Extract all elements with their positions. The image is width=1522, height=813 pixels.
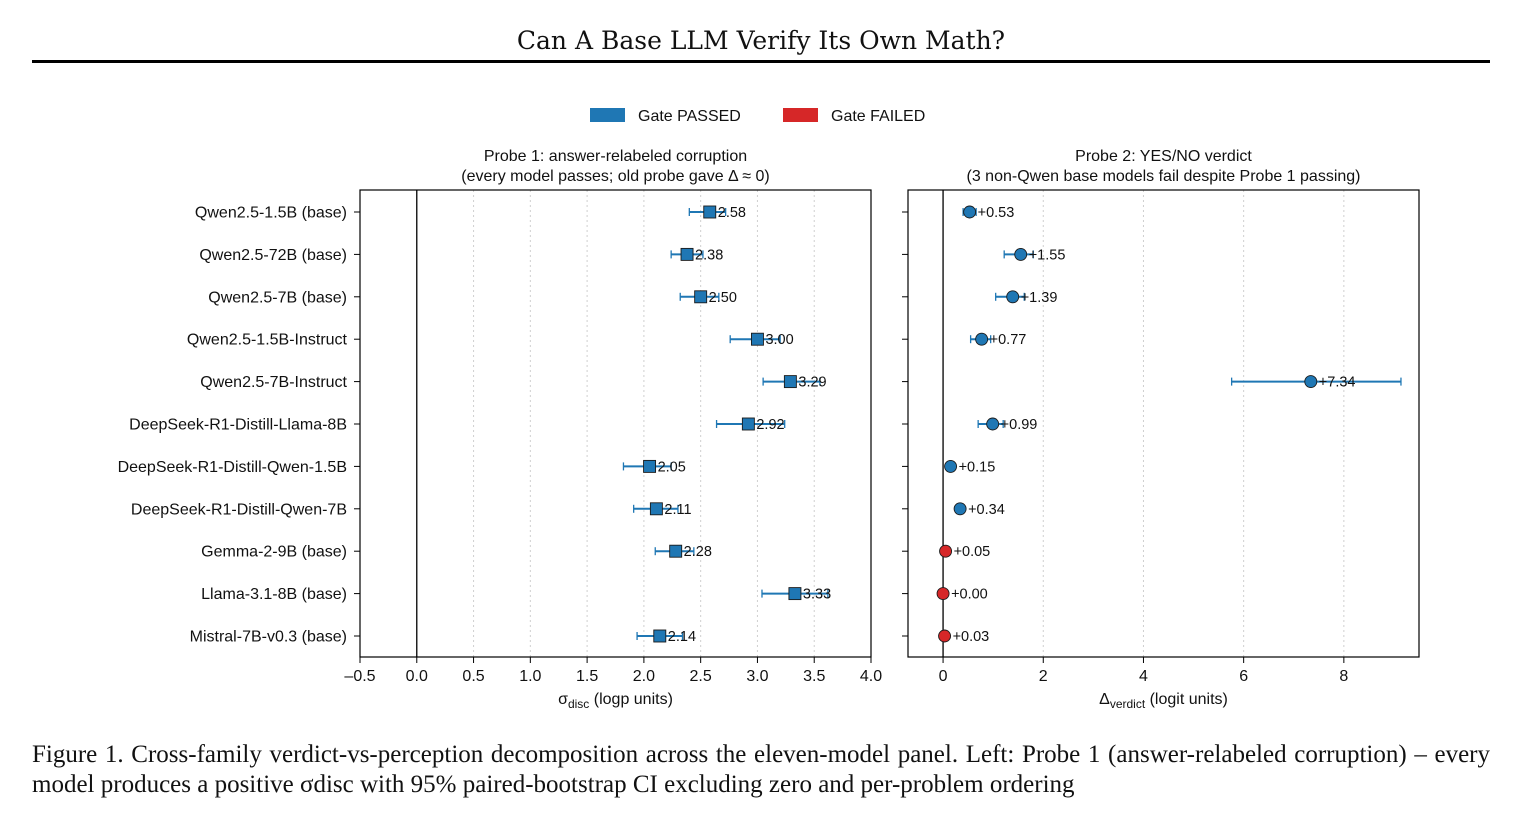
x-tick-label: 2.0 <box>633 668 655 685</box>
y-tick-label: Llama-3.1-8B (base) <box>201 586 347 603</box>
y-tick-label: DeepSeek-R1-Distill-Qwen-1.5B <box>118 459 347 476</box>
data-point-square <box>653 629 667 643</box>
x-axis-label: σdisc (logp units) <box>558 691 673 711</box>
probe2-panel: Probe 2: YES/NO verdict (3 non-Qwen base … <box>902 148 1420 711</box>
y-tick-label: Mistral-7B-v0.3 (base) <box>190 629 347 646</box>
data-point-square <box>741 417 755 431</box>
x-axis-label: Δverdict (logit units) <box>1099 691 1228 711</box>
data-label: +0.15 <box>959 459 996 475</box>
panel-title: Probe 1: answer-relabeled corruption <box>484 148 747 165</box>
y-tick-label: DeepSeek-R1-Distill-Qwen-7B <box>131 501 347 518</box>
data-label: +0.03 <box>953 629 990 645</box>
data-label: 2.11 <box>664 502 691 518</box>
data-label: 3.29 <box>798 375 826 391</box>
legend-swatch-2 <box>783 108 818 122</box>
data-point-circle <box>986 417 1000 431</box>
data-label: +0.53 <box>978 205 1015 221</box>
y-tick-label: Qwen2.5-1.5B-Instruct <box>187 332 348 349</box>
x-tick-label: 2 <box>1039 668 1048 685</box>
x-tick-label: –0.5 <box>344 668 375 685</box>
x-tick-label: 1.5 <box>576 668 598 685</box>
figure-canvas: Gate PASSED Gate FAILED Probe 1: answer-r… <box>118 108 1420 711</box>
probe1-panel: Probe 1: answer-relabeled corruption (eve… <box>118 148 883 711</box>
x-tick-label: 6 <box>1239 668 1248 685</box>
data-point-square <box>694 290 708 304</box>
data-point-circle <box>944 459 958 473</box>
figure-page-title: Can A Base LLM Verify Its Own Math? <box>516 26 1006 55</box>
data-point-square <box>788 587 802 601</box>
y-tick-label: DeepSeek-R1-Distill-Llama-8B <box>129 417 347 434</box>
panel-title: Probe 2: YES/NO verdict <box>1075 148 1252 165</box>
y-tick-label: Qwen2.5-72B (base) <box>199 247 347 264</box>
x-tick-label: 0.5 <box>462 668 484 685</box>
data-point-square <box>750 332 764 346</box>
data-label: 2.05 <box>658 459 686 475</box>
legend-label-1: Gate PASSED <box>638 108 741 125</box>
data-point-square <box>669 544 683 558</box>
legend-label-2: Gate FAILED <box>831 108 925 125</box>
legend: Gate PASSED Gate FAILED <box>590 108 925 125</box>
data-label: +0.00 <box>951 587 988 603</box>
data-point-circle <box>936 587 950 601</box>
data-point-circle <box>939 544 953 558</box>
x-tick-label: 0 <box>939 668 948 685</box>
x-tick-label: 4.0 <box>860 668 882 685</box>
data-point-square <box>643 459 657 473</box>
x-tick-label: 4 <box>1139 668 1148 685</box>
data-label: +0.05 <box>954 544 991 560</box>
data-label: 2.14 <box>668 629 696 645</box>
plot-frame <box>359 189 872 658</box>
data-point-circle <box>1014 247 1028 261</box>
y-tick-label: Qwen2.5-1.5B (base) <box>195 205 347 222</box>
data-label: 2.28 <box>684 544 712 560</box>
data-label: +7.34 <box>1319 375 1356 391</box>
panel-subtitle: (3 non-Qwen base models fail despite Pro… <box>967 168 1361 185</box>
data-label: +1.39 <box>1021 290 1058 306</box>
data-point-square <box>783 375 797 389</box>
data-point-circle <box>938 629 952 643</box>
x-tick-label: 8 <box>1339 668 1348 685</box>
data-point-circle <box>1006 290 1020 304</box>
data-label: +1.55 <box>1029 247 1066 263</box>
data-label: 2.38 <box>695 247 723 263</box>
data-point-circle <box>975 332 989 346</box>
figure-caption: Figure 1. Cross-family verdict-vs-percep… <box>32 740 1490 800</box>
data-label: 2.58 <box>718 205 746 221</box>
y-tick-label: Gemma-2-9B (base) <box>201 544 347 561</box>
title-rule <box>32 60 1490 63</box>
caption-text: Figure 1. Cross-family verdict-vs-percep… <box>32 741 1490 798</box>
data-point-square <box>680 247 694 261</box>
data-label: 2.92 <box>756 417 784 433</box>
data-point-square <box>703 205 717 219</box>
x-tick-label: 3.0 <box>746 668 768 685</box>
data-point-circle <box>1304 375 1318 389</box>
legend-swatch-1 <box>590 108 625 122</box>
data-label: +0.77 <box>990 332 1027 348</box>
panel-subtitle: (every model passes; old probe gave Δ ≈ … <box>461 168 770 185</box>
data-label: +0.34 <box>968 502 1005 518</box>
data-point-circle <box>953 502 967 516</box>
y-tick-label: Qwen2.5-7B (base) <box>208 289 347 306</box>
x-tick-label: 0.0 <box>406 668 428 685</box>
x-tick-label: 3.5 <box>803 668 825 685</box>
x-tick-label: 1.0 <box>519 668 541 685</box>
data-label: 2.50 <box>709 290 737 306</box>
data-point-square <box>649 502 663 516</box>
data-point-circle <box>963 205 977 219</box>
y-tick-label: Qwen2.5-7B-Instruct <box>200 374 347 391</box>
data-label: 3.00 <box>765 332 793 348</box>
data-label: 3.33 <box>803 587 831 603</box>
data-label: +0.99 <box>1001 417 1038 433</box>
x-tick-label: 2.5 <box>690 668 712 685</box>
